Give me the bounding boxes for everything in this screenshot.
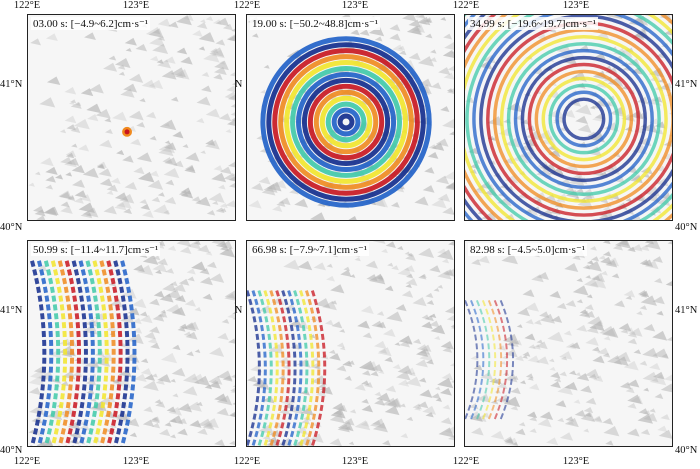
lat-tick-label: 41°N [0, 79, 23, 90]
lon-tick-label: 123°E [122, 0, 150, 11]
wavefield-map [247, 241, 454, 446]
wavefield-map [247, 15, 454, 220]
map-panel-1: 03.00 s: [−4.9~6.2]cm·s⁻¹ [27, 14, 236, 221]
wavefield-map [465, 241, 672, 446]
panel-label: 19.00 s: [−50.2~48.8]cm·s⁻¹ [250, 17, 381, 30]
wavefront [247, 290, 327, 446]
lon-tick-label: 123°E [562, 456, 590, 467]
wavefront [30, 260, 137, 446]
map-panel-5: 66.98 s: [−7.9~7.1]cm·s⁻¹ [246, 240, 455, 447]
panel-label: 82.98 s: [−4.5~5.0]cm·s⁻¹ [468, 243, 588, 256]
lon-tick-label: 123°E [562, 0, 590, 11]
map-panel-2: 19.00 s: [−50.2~48.8]cm·s⁻¹ [246, 14, 455, 221]
wavefield-map [28, 15, 235, 220]
lon-tick-label: 123°E [341, 456, 369, 467]
wavefield-map [465, 15, 672, 220]
lon-tick-label: 123°E [122, 456, 150, 467]
lon-tick-label: 123°E [341, 0, 369, 11]
lat-tick-label: 41°N [675, 305, 698, 316]
lon-tick-label: 122°E [452, 0, 480, 11]
map-panel-6: 82.98 s: [−4.5~5.0]cm·s⁻¹ [464, 240, 673, 447]
lat-tick-label: 40°N [675, 222, 698, 233]
lon-tick-label: 122°E [233, 456, 261, 467]
lon-tick-label: 122°E [233, 0, 261, 11]
lon-tick-label: 122°E [452, 456, 480, 467]
lon-tick-label: 122°E [13, 456, 41, 467]
map-panel-4: 50.99 s: [−11.4~11.7]cm·s⁻¹ [27, 240, 236, 447]
panel-label: 66.98 s: [−7.9~7.1]cm·s⁻¹ [250, 243, 370, 256]
wavefront [260, 36, 432, 208]
lat-tick-label: 40°N [0, 222, 23, 233]
lat-tick-label: 40°N [675, 445, 698, 456]
terrain-shading [467, 241, 672, 446]
lat-tick-label: 41°N [0, 305, 23, 316]
terrain-shading [28, 15, 235, 220]
panel-label: 34.99 s: [−19.6~19.7]cm·s⁻¹ [468, 17, 599, 30]
wavefield-map [28, 241, 235, 446]
panel-label: 03.00 s: [−4.9~6.2]cm·s⁻¹ [31, 17, 151, 30]
lat-tick-label: 41°N [675, 79, 698, 90]
wavefront [465, 300, 515, 420]
lat-tick-label: 40°N [0, 445, 23, 456]
terrain-shading [28, 241, 235, 446]
source-pulse-core [124, 129, 130, 135]
map-panel-3: 34.99 s: [−19.6~19.7]cm·s⁻¹ [464, 14, 673, 221]
lon-tick-label: 122°E [13, 0, 41, 11]
panel-label: 50.99 s: [−11.4~11.7]cm·s⁻¹ [31, 243, 161, 256]
